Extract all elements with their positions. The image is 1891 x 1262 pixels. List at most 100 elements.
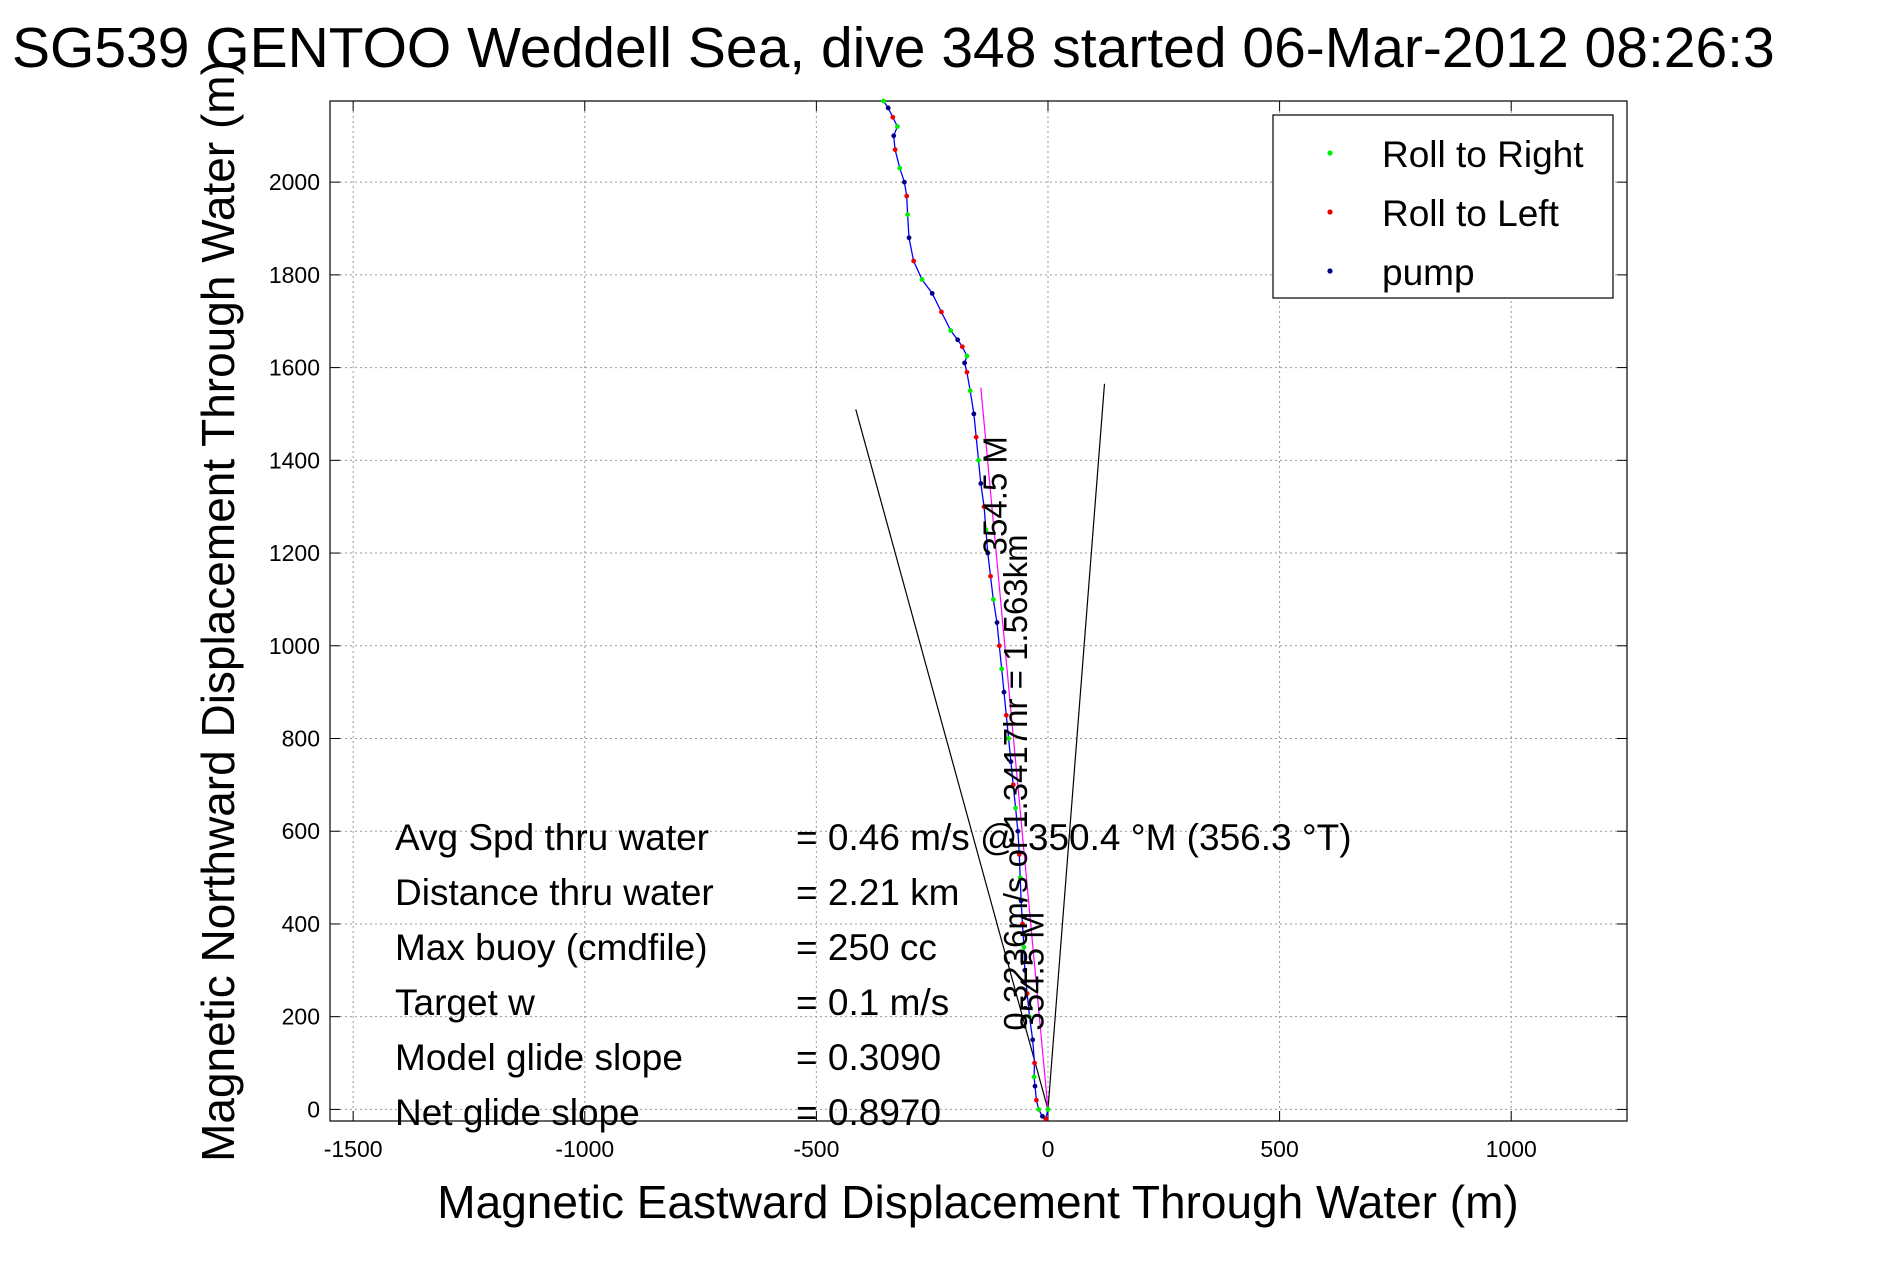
x-tick-label: 500 bbox=[1260, 1136, 1298, 1162]
x-axis-label: Magnetic Eastward Displacement Through W… bbox=[437, 1176, 1518, 1228]
track-point bbox=[891, 133, 897, 139]
track-point bbox=[1036, 1107, 1042, 1112]
y-tick-label: 1800 bbox=[269, 262, 320, 288]
stat-value: = 0.8970 bbox=[796, 1092, 941, 1133]
track-point bbox=[1022, 967, 1028, 973]
y-tick-label: 800 bbox=[282, 726, 320, 752]
legend: Roll to Right Roll to Left pump bbox=[1272, 114, 1614, 299]
track-point bbox=[892, 147, 898, 153]
track-point bbox=[881, 98, 886, 104]
track-point bbox=[1003, 712, 1009, 718]
track-point bbox=[981, 504, 987, 510]
track-point bbox=[971, 411, 977, 417]
x-tick-label: -500 bbox=[793, 1136, 839, 1162]
x-tick-label: 0 bbox=[1042, 1136, 1055, 1162]
track-point bbox=[948, 328, 954, 333]
stat-label: Target w bbox=[395, 982, 535, 1023]
legend-marker bbox=[1327, 209, 1333, 215]
legend-label: pump bbox=[1382, 252, 1475, 293]
track-point bbox=[901, 179, 907, 185]
track-point bbox=[1017, 875, 1023, 880]
track-point bbox=[1013, 805, 1018, 811]
y-tick-label: 2000 bbox=[269, 169, 320, 195]
track-point bbox=[1040, 1113, 1045, 1119]
plot-markers bbox=[881, 98, 1051, 1122]
legend-label: Roll to Right bbox=[1382, 134, 1584, 175]
y-tick-label: 1000 bbox=[269, 633, 320, 659]
track-point bbox=[964, 353, 970, 359]
track-point bbox=[905, 212, 911, 217]
cone-right-line bbox=[1047, 383, 1106, 1110]
stat-label: Net glide slope bbox=[395, 1092, 640, 1133]
track-point bbox=[1018, 898, 1024, 904]
track-point bbox=[1032, 1083, 1038, 1089]
track-point bbox=[1010, 782, 1016, 788]
track-point bbox=[904, 193, 910, 199]
track-point bbox=[967, 388, 973, 394]
stat-label: Distance thru water bbox=[395, 872, 714, 913]
track-point bbox=[929, 291, 935, 296]
stat-label: Avg Spd thru water bbox=[395, 817, 709, 858]
track-point bbox=[999, 666, 1005, 672]
track-point bbox=[1006, 736, 1012, 741]
track-point bbox=[1030, 1037, 1036, 1043]
y-axis-label: Magnetic Northward Displacement Through … bbox=[192, 60, 244, 1162]
track-point bbox=[1016, 852, 1022, 857]
track-point bbox=[1020, 921, 1025, 927]
legend-label: Roll to Left bbox=[1382, 193, 1560, 234]
track-point bbox=[897, 165, 903, 171]
track-point bbox=[911, 258, 917, 264]
plot-annotation: 354.5 M bbox=[1013, 911, 1050, 1030]
y-tick-label: 1400 bbox=[269, 447, 320, 473]
track-point bbox=[890, 114, 896, 120]
y-tick-label: 400 bbox=[282, 911, 320, 937]
y-tick-label: 600 bbox=[282, 818, 320, 844]
stat-label: Max buoy (cmdfile) bbox=[395, 927, 708, 968]
x-tick-label: 1000 bbox=[1486, 1136, 1537, 1162]
track-point bbox=[973, 434, 979, 440]
stat-label: Model glide slope bbox=[395, 1037, 683, 1078]
stat-value: = 0.3090 bbox=[796, 1037, 941, 1078]
axis-ticks: -1500 -1000 -500 0 500 1000 0 200 400 600 800 1000 1… bbox=[269, 101, 1627, 1162]
plot-annotation: 354.5 M bbox=[976, 436, 1013, 555]
track-point bbox=[1027, 1014, 1032, 1020]
x-tick-label: -1000 bbox=[555, 1136, 614, 1162]
track-point bbox=[988, 573, 993, 579]
stat-value: = 2.21 km bbox=[796, 872, 960, 913]
track-point bbox=[962, 360, 968, 366]
track-point bbox=[1034, 1097, 1039, 1103]
track-point bbox=[996, 643, 1002, 649]
track-point bbox=[983, 527, 989, 533]
y-tick-label: 1600 bbox=[269, 355, 320, 381]
track-point bbox=[976, 457, 981, 463]
track-point bbox=[885, 105, 891, 111]
track-point bbox=[985, 550, 991, 556]
track-point bbox=[919, 277, 925, 282]
chart-title: SG539 GENTOO Weddell Sea, dive 348 start… bbox=[12, 16, 1775, 80]
track-point bbox=[1021, 944, 1027, 950]
track-point bbox=[1001, 689, 1007, 695]
track-point bbox=[1031, 1074, 1037, 1080]
track-point bbox=[1032, 1060, 1037, 1066]
track-point bbox=[964, 369, 970, 375]
track-point bbox=[1045, 1107, 1051, 1112]
plot-lines bbox=[855, 100, 1106, 1120]
cone-left-line bbox=[855, 409, 1049, 1110]
dive-statistics: Avg Spd thru water = 0.46 m/s @ 350.4 °M … bbox=[395, 817, 1352, 1133]
plot-annotation: 0.3236m/s or 1.3417hr = 1.563km bbox=[997, 534, 1034, 1030]
stat-value: = 0.1 m/s bbox=[796, 982, 949, 1023]
heading-line bbox=[980, 387, 1049, 1110]
track-point bbox=[1024, 991, 1030, 996]
track-point bbox=[978, 481, 984, 486]
stat-value: = 0.46 m/s @ 350.4 °M (356.3 °T) bbox=[796, 817, 1352, 858]
track-point bbox=[955, 337, 961, 343]
legend-marker bbox=[1327, 150, 1333, 156]
y-tick-label: 1200 bbox=[269, 540, 320, 566]
track-point bbox=[959, 344, 965, 350]
track-point bbox=[895, 124, 900, 129]
track-point bbox=[990, 597, 996, 602]
track-point bbox=[994, 620, 1000, 625]
legend-box bbox=[1272, 114, 1614, 299]
